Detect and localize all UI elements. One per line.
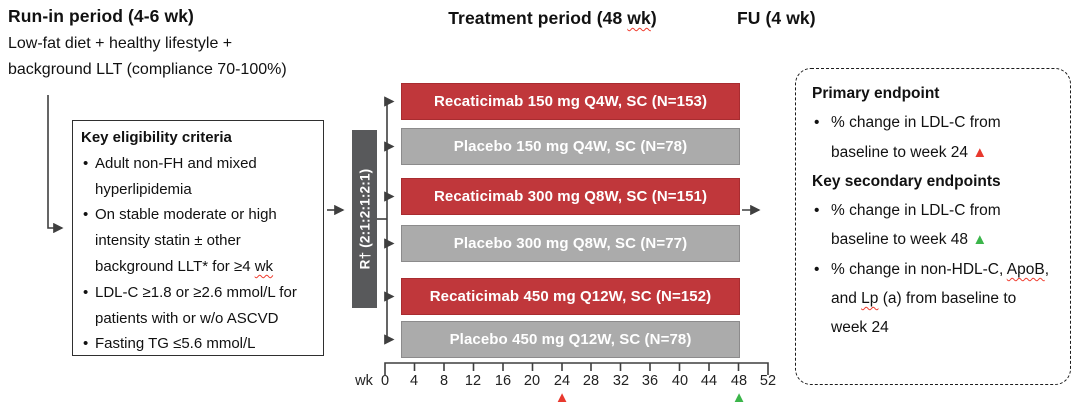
eligibility-item: • Fasting TG ≤5.6 mmol/L xyxy=(81,331,317,357)
eligibility-item-text: Adult non-FH and mixed hyperlipidemia xyxy=(95,154,257,198)
red-triangle-icon: ▲ xyxy=(972,143,988,161)
week-axis-unit-label: wk xyxy=(355,373,373,389)
run-in-period-title: Run-in period (4-6 wk) xyxy=(8,6,194,26)
week-tick-label: 28 xyxy=(582,373,600,389)
run-in-description-line1: Low-fat diet + healthy lifestyle + xyxy=(8,35,233,52)
week-tick-label: 24 xyxy=(553,373,571,389)
week-tick-label: 44 xyxy=(700,373,718,389)
week-tick-label: 16 xyxy=(494,373,512,389)
secondary-endpoint-text: % change in non-HDL-C, ApoB, and Lp (a) … xyxy=(831,261,1049,337)
week-tick-label: 32 xyxy=(612,373,630,389)
primary-endpoint-title: Primary endpoint xyxy=(812,85,940,102)
bullet-icon: • xyxy=(83,335,89,353)
eligibility-item: • Adult non-FH and mixed hyperlipidemia xyxy=(81,151,317,203)
eligibility-criteria-box: Key eligibility criteria • Adult non-FH a… xyxy=(72,120,324,356)
week-tick-label: 40 xyxy=(671,373,689,389)
primary-endpoint-item: • % change in LDL-C from baseline to week… xyxy=(812,108,1056,167)
arm-bar-placebo-300: Placebo 300 mg Q8W, SC (N=77) xyxy=(401,225,740,262)
secondary-endpoint2-part3: (a) from baseline to week 24 xyxy=(831,290,1017,337)
endpoints-box: Primary endpoint • % change in LDL-C from… xyxy=(795,68,1071,385)
arm-bar-recaticimab-450: Recaticimab 450 mg Q12W, SC (N=152) xyxy=(401,278,740,315)
secondary-endpoint2-apob: ApoB xyxy=(1006,260,1045,278)
secondary-endpoint2-part2: , and xyxy=(831,260,1049,308)
week24-marker-icon: ▲ xyxy=(554,389,570,406)
arm-bar-recaticimab-150: Recaticimab 150 mg Q4W, SC (N=153) xyxy=(401,83,740,120)
treatment-period-title-wk: wk xyxy=(627,8,651,28)
run-in-to-eligibility-arrow xyxy=(47,95,64,234)
treatment-period-title-text: Treatment period (48 xyxy=(448,8,628,28)
randomization-box: R† (2:1:2:1:2:1) xyxy=(352,130,377,308)
treatment-period-title-close: ) xyxy=(650,8,657,28)
eligibility-item: • On stable moderate or high intensity st… xyxy=(81,202,317,279)
bullet-icon: • xyxy=(814,202,820,220)
arm-bar-placebo-450: Placebo 450 mg Q12W, SC (N=78) xyxy=(401,321,740,358)
eligibility-item-text: LDL-C ≥1.8 or ≥2.6 mmol/L for patients w… xyxy=(95,283,297,327)
week-tick-label: 4 xyxy=(409,373,419,389)
bullet-icon: • xyxy=(814,260,820,278)
arm-bar-placebo-150: Placebo 150 mg Q4W, SC (N=78) xyxy=(401,128,740,165)
run-in-description-line2: background LLT (compliance 70-100%) xyxy=(8,61,287,78)
week-axis-ticks xyxy=(413,363,740,371)
bullet-icon: • xyxy=(83,154,89,172)
secondary-endpoint2-lp: Lp xyxy=(861,290,879,308)
randomization-ratio-label: R† (2:1:2:1:2:1) xyxy=(357,168,372,270)
arm-bar-recaticimab-300: Recaticimab 300 mg Q8W, SC (N=151) xyxy=(401,178,740,215)
secondary-endpoint-text: % change in LDL-C from baseline to week … xyxy=(831,202,1001,249)
secondary-endpoint-item: • % change in non-HDL-C, ApoB, and Lp (a)… xyxy=(812,255,1056,343)
primary-endpoint-text: % change in LDL-C from baseline to week … xyxy=(831,114,1001,161)
treatment-arms: Recaticimab 150 mg Q4W, SC (N=153) Place… xyxy=(401,83,740,358)
green-triangle-icon: ▲ xyxy=(972,231,988,249)
eligibility-title: Key eligibility criteria xyxy=(81,129,232,146)
run-in-description: Low-fat diet + healthy lifestyle + backg… xyxy=(8,31,287,83)
treatment-period-title: Treatment period (48 wk) xyxy=(400,8,705,29)
eligibility-item2-wk: wk xyxy=(254,257,274,275)
week-tick-label: 52 xyxy=(759,373,777,389)
eligibility-item: • LDL-C ≥1.8 or ≥2.6 mmol/L for patients … xyxy=(81,280,317,332)
week-tick-label: 12 xyxy=(464,373,482,389)
secondary-endpoints-title: Key secondary endpoints xyxy=(812,172,1001,190)
bullet-icon: • xyxy=(814,114,820,132)
week-tick-label: 0 xyxy=(380,373,390,389)
eligibility-item-text: On stable moderate or high intensity sta… xyxy=(95,206,277,275)
week-tick-label: 48 xyxy=(730,373,748,389)
week-tick-label: 36 xyxy=(641,373,659,389)
follow-up-period-title: FU (4 wk) xyxy=(737,8,816,28)
bullet-icon: • xyxy=(83,206,89,224)
week48-marker-icon: ▲ xyxy=(731,389,747,406)
secondary-endpoint-item: • % change in LDL-C from baseline to week… xyxy=(812,196,1056,255)
week-tick-label: 20 xyxy=(523,373,541,389)
eligibility-item-text: Fasting TG ≤5.6 mmol/L xyxy=(95,335,256,353)
secondary-endpoint2-part1: % change in non-HDL-C, xyxy=(831,260,1007,278)
week-tick-label: 8 xyxy=(439,373,449,389)
bullet-icon: • xyxy=(83,283,89,301)
eligibility-item2-pre: On stable moderate or high intensity sta… xyxy=(95,206,277,275)
